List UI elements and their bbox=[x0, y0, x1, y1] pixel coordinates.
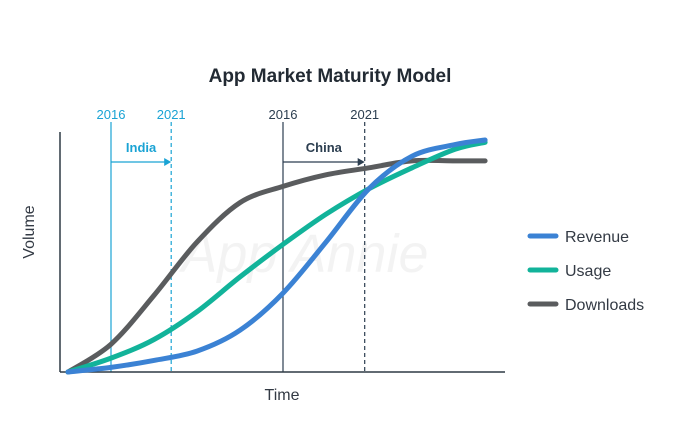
market-start-year: 2016 bbox=[97, 107, 126, 122]
market-name: India bbox=[126, 140, 157, 155]
chart-title: App Market Maturity Model bbox=[209, 66, 452, 87]
market-arrow-head bbox=[357, 158, 365, 166]
legend-label: Usage bbox=[565, 263, 611, 280]
x-axis-label: Time bbox=[265, 387, 300, 404]
market-arrow-head bbox=[164, 158, 172, 166]
market-end-year: 2021 bbox=[157, 107, 186, 122]
market-end-year: 2021 bbox=[350, 107, 379, 122]
series-line-usage bbox=[65, 139, 488, 375]
legend-label: Downloads bbox=[565, 297, 644, 314]
market-start-year: 2016 bbox=[269, 107, 298, 122]
watermark: App Annie bbox=[178, 224, 428, 284]
legend: Revenue Usage Downloads bbox=[527, 229, 644, 314]
series-line-revenue bbox=[65, 137, 488, 375]
legend-label: Revenue bbox=[565, 229, 629, 246]
market-name: China bbox=[306, 140, 343, 155]
y-axis-label: Volume bbox=[21, 205, 38, 258]
series-layer bbox=[65, 137, 488, 375]
